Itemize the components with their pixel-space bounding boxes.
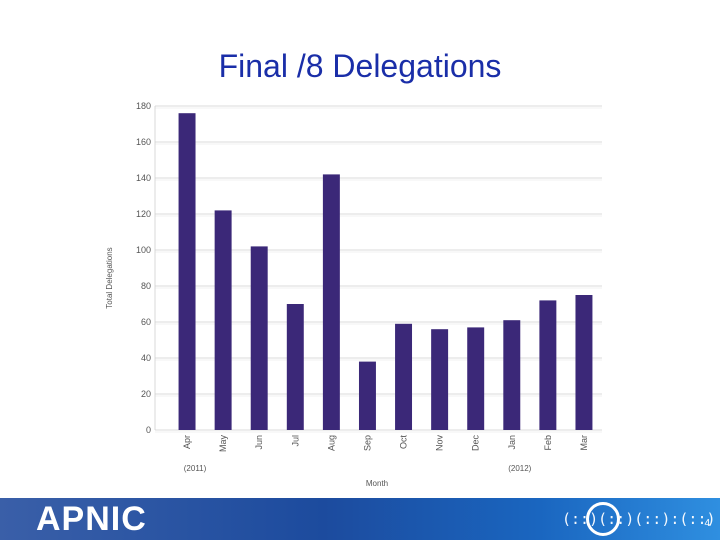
bar-chart: 0 20 40 60 80 100 120 140 160 180 Apr May Jun Jul Aug…: [105, 101, 602, 488]
x-tick-label: Feb: [543, 435, 553, 451]
bar-jul: [286, 304, 304, 430]
y-tick-label: 120: [136, 209, 151, 219]
x-tick-label: Aug: [326, 435, 336, 451]
x-tick-label: Jun: [254, 435, 264, 450]
bar-mar: [575, 295, 593, 430]
y-tick-labels: 0 20 40 60 80 100 120 140 160 180: [136, 101, 151, 435]
slide-title: Final /8 Delegations: [218, 48, 502, 84]
ipv6-logo-icon: [586, 502, 620, 536]
bar-nov: [431, 329, 449, 430]
x-tick-label: Nov: [435, 435, 445, 452]
bar-sep: [358, 361, 376, 430]
x-tick-label: Sep: [362, 435, 372, 451]
x-axis-label: Month: [366, 479, 388, 488]
apnic-logo: APNIC: [36, 500, 147, 538]
x-tick-label: Jul: [290, 435, 300, 447]
x-tick-label: May: [218, 435, 228, 453]
y-tick-label: 80: [141, 281, 151, 291]
bar-jun: [250, 246, 268, 430]
x-tick-label: Oct: [399, 435, 409, 450]
y-tick-label: 60: [141, 317, 151, 327]
y-axis-label: Total Delegations: [105, 247, 114, 308]
year-label: (2011): [184, 464, 207, 473]
bar-aug: [322, 174, 340, 430]
year-labels: (2011) (2012): [184, 464, 532, 473]
bar-feb: [539, 300, 557, 430]
page-number: 4: [704, 518, 710, 529]
footer-bar: APNIC (::)(::)(::):(::) 4: [0, 498, 720, 540]
y-tick-label: 160: [136, 137, 151, 147]
y-tick-label: 40: [141, 353, 151, 363]
bar-oct: [395, 323, 413, 430]
bar-dec: [467, 327, 485, 430]
bar-may: [214, 210, 232, 430]
y-tick-label: 100: [136, 245, 151, 255]
y-tick-label: 140: [136, 173, 151, 183]
y-tick-label: 0: [146, 425, 151, 435]
x-tick-label: Jan: [507, 435, 517, 450]
bar-apr: [178, 113, 196, 430]
x-tick-label: Apr: [182, 435, 192, 449]
year-label: (2012): [508, 464, 531, 473]
y-tick-label: 180: [136, 101, 151, 111]
bar-jan: [503, 320, 521, 430]
y-tick-label: 20: [141, 389, 151, 399]
x-tick-label: Mar: [579, 435, 589, 451]
footer-decoration: (::)(::)(::):(::): [562, 510, 716, 528]
x-tick-label: Dec: [471, 435, 481, 452]
x-tick-labels: Apr May Jun Jul Aug Sep Oct Nov Dec Jan Feb Mar: [182, 435, 589, 453]
bars: [178, 113, 593, 430]
